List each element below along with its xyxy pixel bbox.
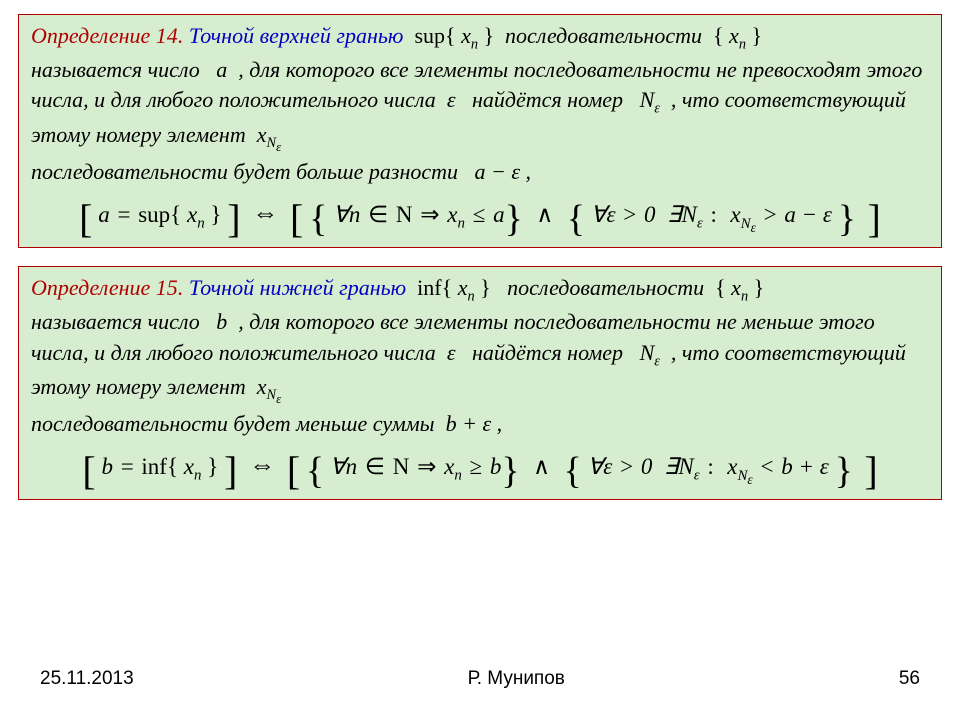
def14-after-op: последовательности [505, 23, 702, 48]
def15-label: Определение 15 [31, 275, 178, 300]
def15-after-op: последовательности [507, 275, 704, 300]
def15-line2c: найдётся номер [472, 340, 623, 365]
def15-eps: ε [447, 340, 456, 365]
def15-line4: последовательности будет меньше суммы [31, 411, 435, 436]
def14-seq: { xn } [713, 23, 762, 48]
slide-footer: 25.11.2013 Р. Мунипов 56 [0, 668, 960, 690]
footer-page: 56 [899, 668, 920, 690]
def15-Neps: Nε [640, 340, 660, 365]
def15-sum: b + ε [446, 411, 492, 436]
def14-Neps: Nε [640, 87, 660, 112]
def15-formula: [ b = inf{ xn } ] ⇔ [ { ∀n ∈ N ⇒ xn ≥ b}… [31, 447, 929, 489]
footer-date: 25.11.2013 [40, 668, 134, 690]
def15-line2a: называется число [31, 309, 200, 334]
def14-label: Определение 14 [31, 23, 178, 48]
def14-sup-expr: sup{ xn } [414, 23, 494, 48]
def14-line2c: найдётся номер [472, 87, 623, 112]
footer-author: Р. Мунипов [468, 668, 565, 690]
def14-diff: a − ε [475, 159, 521, 184]
definition-15-box: Определение 15. Точной нижней гранью inf… [18, 266, 942, 500]
def14-xNeps: xNε [257, 122, 281, 147]
def14-line2a: называется число [31, 57, 200, 82]
definition-14-box: Определение 14. Точной верхней гранью su… [18, 14, 942, 248]
def15-seq: { xn } [715, 275, 764, 300]
def14-eps: ε [447, 87, 456, 112]
def14-formula: [ a = sup{ xn } ] ⇔ [ { ∀n ∈ N ⇒ xn ≤ a}… [31, 195, 929, 237]
def14-term: Точной верхней гранью [189, 23, 404, 48]
def15-xNeps: xNε [257, 374, 281, 399]
def14-var-a: a [216, 57, 227, 82]
def14-line4: последовательности будет больше разности [31, 159, 458, 184]
def15-term: Точной нижней гранью [189, 275, 406, 300]
def15-var-b: b [216, 309, 227, 334]
slide-page: Определение 14. Точной верхней гранью su… [0, 0, 960, 720]
def15-inf-expr: inf{ xn } [417, 275, 491, 300]
